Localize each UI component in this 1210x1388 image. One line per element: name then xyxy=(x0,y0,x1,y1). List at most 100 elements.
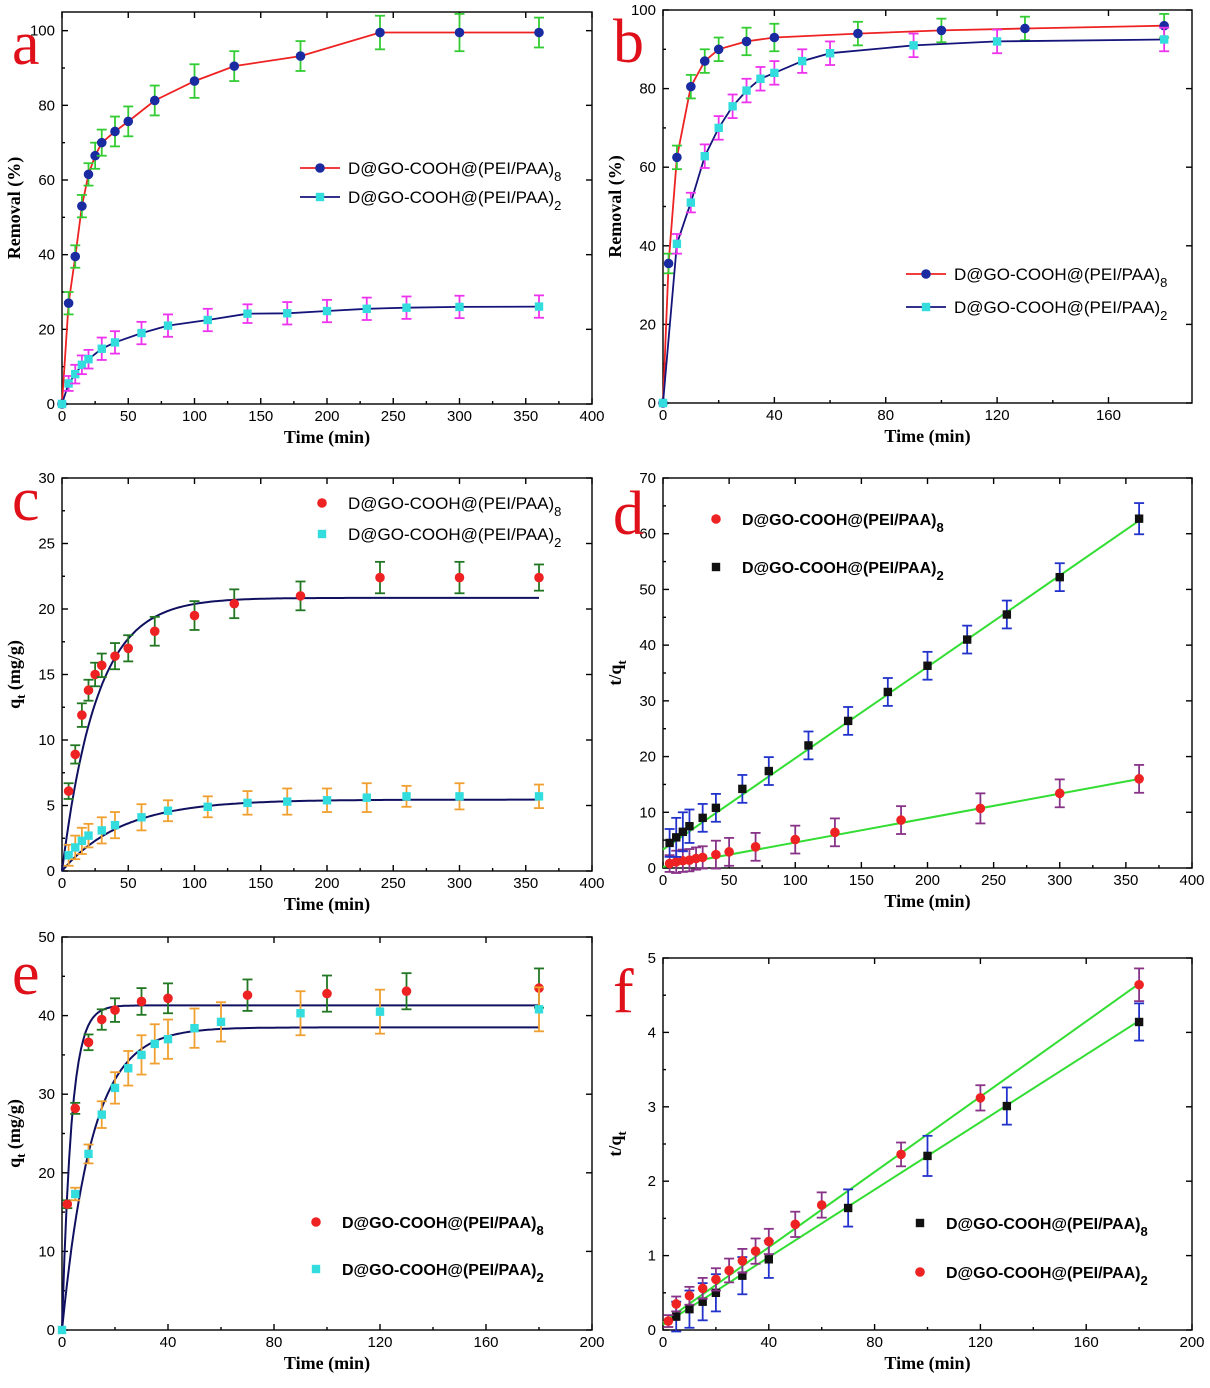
data-point xyxy=(84,1149,93,1159)
series-1 xyxy=(658,26,1170,408)
y-tick-label: 2 xyxy=(648,1173,656,1190)
data-point xyxy=(750,1246,761,1256)
series-1 xyxy=(663,967,1145,1328)
data-point xyxy=(96,660,107,671)
data-point xyxy=(1002,1101,1012,1111)
y-tick-label: 80 xyxy=(38,97,55,114)
y-axis-title-main: Removal (%) xyxy=(605,155,626,257)
x-tick-label: 300 xyxy=(447,875,472,892)
x-tick-label: 0 xyxy=(659,407,667,424)
legend-marker xyxy=(311,1217,321,1227)
data-point xyxy=(711,1288,721,1297)
legend-label-sub: 2 xyxy=(1140,1273,1147,1288)
data-point xyxy=(700,151,709,161)
data-point xyxy=(137,813,146,822)
y-axis-title: Removal (%) xyxy=(605,155,626,257)
legend-label: D@GO-COOH@(PEI/PAA)8 xyxy=(348,159,561,184)
data-point xyxy=(62,1199,73,1210)
x-tick-label: 400 xyxy=(579,875,604,892)
data-point xyxy=(150,1039,159,1049)
data-point xyxy=(123,643,134,654)
fit-curve xyxy=(61,1026,539,1331)
data-point xyxy=(853,28,863,39)
x-tick-label: 350 xyxy=(1113,872,1138,889)
legend-label-sub: 2 xyxy=(1160,308,1167,323)
data-point xyxy=(242,990,253,1000)
panel-letter: b xyxy=(613,8,644,76)
data-point xyxy=(672,833,681,842)
chart-panel-f: 0 40 80 120 160 200 0 1 2 3 4 5 Time (min) t/qt f D@GO-… xyxy=(605,950,1205,1374)
x-tick-label: 350 xyxy=(513,875,538,892)
data-point xyxy=(402,792,411,801)
data-point xyxy=(163,1034,173,1044)
data-point xyxy=(295,591,306,601)
legend-label-main: D@GO-COOH@(PEI/PAA) xyxy=(348,188,554,207)
legend-label-main: D@GO-COOH@(PEI/PAA) xyxy=(954,265,1160,284)
series-1 xyxy=(63,782,544,867)
data-point xyxy=(110,820,120,830)
x-tick-label: 200 xyxy=(1179,1334,1204,1351)
x-tick-label: 160 xyxy=(1096,407,1121,424)
x-axis-title: Time (min) xyxy=(284,1353,370,1374)
data-point xyxy=(203,802,212,812)
data-point xyxy=(243,798,252,808)
x-tick-label: 200 xyxy=(314,875,339,892)
legend-label-main: D@GO-COOH@(PEI/PAA) xyxy=(348,525,554,544)
data-point xyxy=(401,986,412,997)
legend-entry: D@GO-COOH@(PEI/PAA)2 xyxy=(915,1265,1148,1288)
y-tick-label: 0 xyxy=(648,1322,656,1339)
legend-label-main: D@GO-COOH@(PEI/PAA) xyxy=(742,512,936,529)
y-tick-label: 20 xyxy=(38,1165,55,1182)
y-tick-label: 10 xyxy=(38,1243,55,1260)
legend-entry: D@GO-COOH@(PEI/PAA)8 xyxy=(311,1215,544,1238)
data-point xyxy=(534,27,544,38)
legend-marker xyxy=(921,302,931,312)
legend-entry: D@GO-COOH@(PEI/PAA)2 xyxy=(300,188,561,213)
data-point xyxy=(534,572,544,583)
data-point xyxy=(724,847,734,857)
data-point xyxy=(816,1200,827,1210)
x-tick-label: 150 xyxy=(248,875,273,892)
series-line xyxy=(662,24,1165,404)
y-tick-label: 60 xyxy=(639,159,656,176)
data-point xyxy=(830,827,840,838)
legend-label-main: D@GO-COOH@(PEI/PAA) xyxy=(946,1265,1140,1282)
data-point xyxy=(697,1283,708,1294)
x-tick-label: 250 xyxy=(981,872,1006,889)
y-tick-label: 40 xyxy=(38,1008,55,1025)
data-point xyxy=(711,803,721,813)
x-tick-label: 40 xyxy=(760,1334,777,1351)
legend-marker xyxy=(711,562,721,572)
x-tick-label: 40 xyxy=(160,1334,177,1351)
y-axis-title-sub: t xyxy=(614,660,629,665)
legend-label-main: D@GO-COOH@(PEI/PAA) xyxy=(342,1215,536,1232)
data-point xyxy=(322,796,332,805)
data-point xyxy=(698,1297,707,1306)
data-point xyxy=(1134,979,1144,990)
y-tick-label: 60 xyxy=(639,526,656,543)
legend-entry: D@GO-COOH@(PEI/PAA)8 xyxy=(711,512,944,535)
x-tick-label: 120 xyxy=(985,407,1010,424)
x-tick-label: 150 xyxy=(849,872,874,889)
y-tick-label: 60 xyxy=(38,172,55,189)
y-axis-title-main: t/q xyxy=(605,1136,625,1157)
x-tick-label: 250 xyxy=(381,408,406,425)
y-axis-title: t/qt xyxy=(605,660,629,686)
y-tick-label: 30 xyxy=(38,470,55,487)
data-point xyxy=(454,572,465,583)
data-point xyxy=(685,1304,694,1314)
series-0 xyxy=(658,13,1170,408)
data-point xyxy=(83,169,94,180)
data-point xyxy=(90,150,100,161)
data-point xyxy=(1134,774,1144,784)
data-point xyxy=(375,1007,385,1016)
y-axis-title: t/qt xyxy=(605,1131,629,1157)
legend-entry: D@GO-COOH@(PEI/PAA)8 xyxy=(915,1216,1148,1239)
legend-label: D@GO-COOH@(PEI/PAA)8 xyxy=(342,1215,544,1238)
data-point xyxy=(84,355,93,364)
data-point xyxy=(77,360,87,369)
data-point xyxy=(534,792,544,801)
data-point xyxy=(534,302,544,311)
data-point xyxy=(672,239,682,249)
x-tick-label: 350 xyxy=(513,408,538,425)
